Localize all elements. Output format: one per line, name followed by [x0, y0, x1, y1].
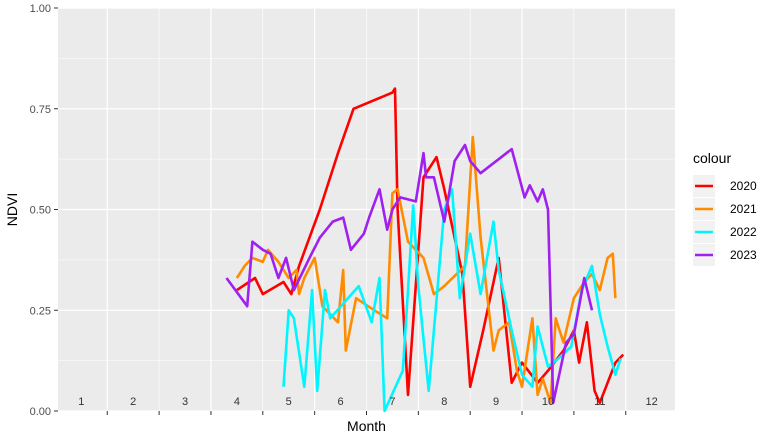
legend-label-2023: 2023	[730, 248, 757, 262]
month-label-8: 8	[441, 396, 447, 408]
y-tick-label: 0.25	[30, 305, 51, 317]
month-label-4: 4	[234, 396, 240, 408]
series-line-2020	[236, 87, 625, 405]
y-tick-label: 0.75	[30, 104, 51, 116]
legend-label-2021: 2021	[730, 202, 757, 216]
month-label-6: 6	[338, 396, 344, 408]
month-label-10: 10	[542, 396, 554, 408]
series-line-2022	[282, 188, 622, 413]
month-labels: 1 2 3 4 5 6 7 8 9 10 11 12	[78, 396, 658, 408]
series-line-2023	[225, 143, 594, 405]
legend: colour 2020 2021 2022 2023	[693, 150, 757, 266]
y-tick-label: 1.00	[30, 3, 51, 15]
y-axis-title: NDVI	[4, 193, 20, 226]
legend-label-2022: 2022	[730, 225, 757, 239]
series-lines	[225, 87, 625, 413]
month-label-1: 1	[78, 396, 84, 408]
y-tick-label: 0.00	[30, 406, 51, 418]
x-axis	[106, 411, 627, 415]
month-label-11: 11	[594, 396, 605, 408]
month-label-12: 12	[646, 396, 658, 408]
y-axis: 0.00 0.25 0.50 0.75 1.00	[30, 3, 58, 418]
month-label-9: 9	[493, 396, 499, 408]
legend-label-2020: 2020	[730, 179, 757, 193]
series-line-2021	[235, 135, 617, 405]
month-label-3: 3	[182, 396, 188, 408]
x-axis-title: Month	[347, 418, 386, 434]
month-label-2: 2	[130, 396, 136, 408]
month-label-7: 7	[389, 396, 395, 408]
grid-lines	[58, 7, 675, 412]
legend-title: colour	[693, 150, 731, 166]
month-label-5: 5	[286, 396, 292, 408]
y-tick-label: 0.50	[30, 205, 51, 217]
